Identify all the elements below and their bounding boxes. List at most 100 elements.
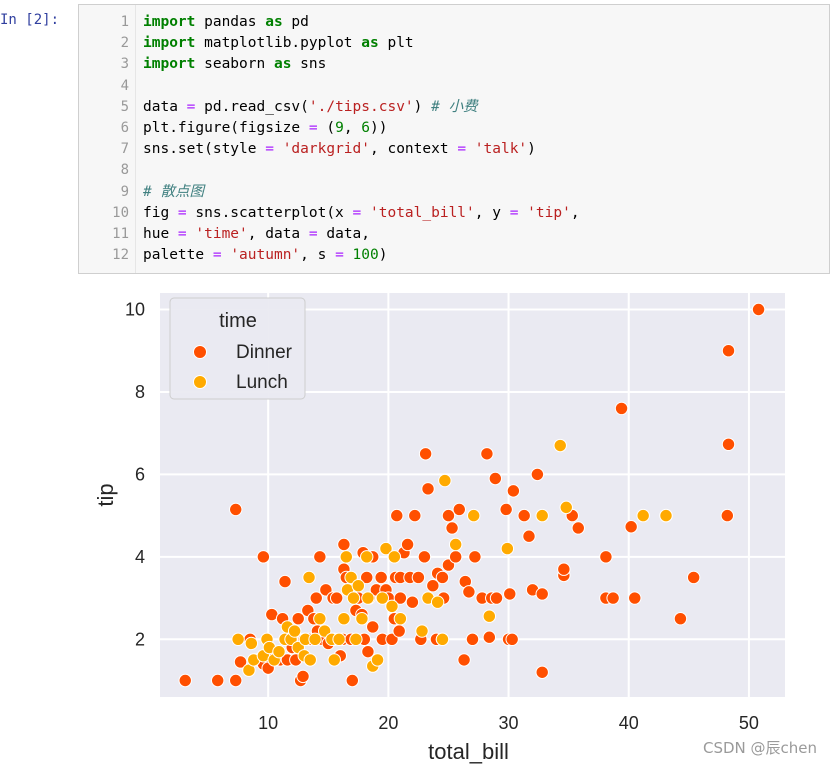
code-text: plt.figure(figsize = (9, 6)) <box>143 118 387 139</box>
data-point-dinner <box>720 508 735 523</box>
code-token: sns.set(style <box>143 141 266 158</box>
data-point-dinner <box>374 570 388 585</box>
data-point-dinner <box>426 578 440 593</box>
code-token: pd.read_csv( <box>195 98 309 115</box>
data-point-lunch <box>327 653 341 667</box>
code-token: pd <box>282 14 309 30</box>
code-text: import seaborn as sns <box>143 54 326 75</box>
code-text: data = pd.read_csv('./tips.csv') # 小费 <box>143 97 478 118</box>
code-token: = <box>177 204 187 221</box>
code-token <box>361 205 370 221</box>
data-point-dinner <box>517 508 531 523</box>
data-point-lunch <box>482 609 497 623</box>
data-point-lunch <box>302 570 316 585</box>
code-token: ( <box>317 120 336 136</box>
code-cell[interactable]: 1 import pandas as pd 2 import matplotlib.p… <box>78 4 830 274</box>
data-point-dinner <box>503 587 517 601</box>
line-number: 3 <box>120 56 129 73</box>
data-point-dinner <box>499 502 513 517</box>
data-point-lunch <box>355 611 369 626</box>
data-point-dinner <box>571 521 585 535</box>
legend-box <box>169 297 306 400</box>
legend-marker <box>193 375 207 389</box>
data-point-dinner <box>309 591 323 605</box>
data-point-lunch <box>332 632 346 646</box>
data-point-dinner <box>421 482 435 496</box>
line-number: 4 <box>120 77 129 94</box>
y-tick-label: 6 <box>135 464 145 484</box>
watermark: CSDN @辰chen <box>702 739 817 757</box>
data-point-dinner <box>599 550 613 564</box>
code-token: 9 <box>335 120 344 136</box>
code-token: # 散点图 <box>143 183 204 200</box>
data-point-dinner <box>462 585 476 599</box>
data-point-lunch <box>287 624 302 638</box>
code-token: './tips.csv' <box>308 98 414 115</box>
data-point-lunch <box>500 541 515 556</box>
code-token: = <box>212 247 222 264</box>
data-point-lunch <box>370 653 385 667</box>
input-prompt: In [2]: <box>0 12 60 28</box>
data-point-dinner <box>686 570 701 585</box>
data-point-dinner <box>624 520 638 534</box>
code-token: import <box>143 56 196 73</box>
data-point-dinner <box>465 632 480 646</box>
data-point-dinner <box>329 591 344 605</box>
data-point-dinner <box>393 591 408 605</box>
data-point-lunch <box>448 537 463 552</box>
data-point-dinner <box>233 655 248 669</box>
line-number-gutter <box>79 5 136 273</box>
data-point-dinner <box>408 508 422 523</box>
code-token: 'autumn' <box>230 247 301 264</box>
data-point-dinner <box>418 447 433 461</box>
data-point-dinner <box>178 673 192 688</box>
data-point-dinner <box>482 630 497 644</box>
data-point-dinner <box>488 471 503 486</box>
data-point-dinner <box>673 611 688 626</box>
code-token: = <box>265 141 274 158</box>
code-token: palette <box>143 247 213 264</box>
line-number: 10 <box>112 204 129 221</box>
data-point-dinner <box>457 653 471 667</box>
data-point-dinner <box>480 447 494 461</box>
data-point-dinner <box>489 591 504 605</box>
data-point-dinner <box>345 673 360 688</box>
data-point-dinner <box>291 611 305 626</box>
data-point-dinner <box>411 570 426 585</box>
data-point-lunch <box>553 438 567 453</box>
data-point-lunch <box>337 611 351 626</box>
line-number: 6 <box>120 120 129 136</box>
x-tick-label: 50 <box>739 713 759 733</box>
data-point-dinner <box>535 665 549 679</box>
output-plot: 10 20 30 40 50 2 4 6 8 10 total_bill tip time Dinner L… <box>0 276 831 770</box>
line-number: 8 <box>120 162 129 179</box>
code-token: , context <box>370 141 458 158</box>
x-tick-label: 20 <box>378 713 398 733</box>
code-token: 100 <box>352 247 379 264</box>
code-token <box>274 141 283 157</box>
code-token: , y <box>474 204 510 221</box>
code-token: , s <box>300 247 336 264</box>
code-token: plt.figure(figsize <box>143 120 309 136</box>
data-point-dinner <box>522 529 536 543</box>
code-token: as <box>265 14 283 30</box>
y-tick-label: 10 <box>125 299 145 319</box>
code-text: sns.set(style = 'darkgrid', context = 't… <box>143 139 536 160</box>
data-point-lunch <box>351 578 366 593</box>
code-token: = <box>308 226 318 242</box>
data-point-dinner <box>390 508 404 523</box>
data-point-lunch <box>559 500 573 515</box>
x-tick-label: 30 <box>499 713 519 733</box>
data-point-lunch <box>379 541 393 556</box>
data-point-lunch <box>467 508 481 523</box>
data-point-lunch <box>272 644 286 659</box>
data-point-lunch <box>415 624 429 638</box>
code-token: 'tip' <box>527 204 571 221</box>
line-number: 7 <box>120 141 129 158</box>
data-point-lunch <box>360 550 374 564</box>
data-point-dinner <box>530 467 545 482</box>
code-token: , data <box>247 226 309 242</box>
code-token: = <box>335 247 344 264</box>
code-token: data, <box>317 226 371 242</box>
code-token: pandas <box>195 14 266 30</box>
